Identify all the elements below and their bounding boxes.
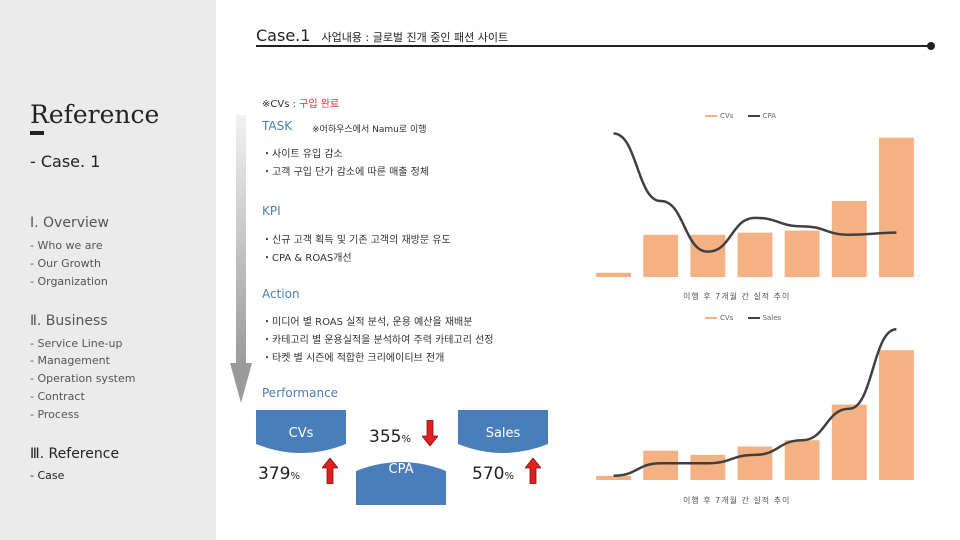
nav-contract[interactable]: - Contract bbox=[30, 390, 85, 403]
chart2-caption: 이행 후 7개월 간 실적 추이 bbox=[683, 496, 791, 505]
chart1-bar bbox=[643, 234, 679, 277]
chart2-bar bbox=[596, 475, 632, 480]
chart1 bbox=[596, 132, 914, 277]
chart2-bar bbox=[831, 404, 867, 480]
cpa-value: 355% bbox=[369, 427, 411, 447]
chart2-bar bbox=[690, 454, 726, 480]
header-dot bbox=[927, 42, 935, 50]
nav-reference[interactable]: Ⅲ. Reference bbox=[30, 446, 120, 462]
legend-swatch bbox=[747, 317, 760, 319]
nav-who-we-are[interactable]: - Who we are bbox=[30, 239, 103, 252]
cpa-shape bbox=[356, 462, 446, 505]
cvs-value: 379% bbox=[258, 464, 300, 484]
chart1-bar bbox=[784, 230, 820, 277]
performance-label: Performance bbox=[262, 386, 339, 400]
cvs-label: CVs bbox=[288, 426, 314, 441]
kpi-item-2: ・CPA & ROAS개선 bbox=[262, 253, 352, 264]
action-item-2: ・카테고리 별 운용실적을 분석하여 주력 카테고리 선정 bbox=[262, 335, 494, 346]
action-label: Action bbox=[262, 287, 300, 301]
action-item-1: ・미디어 별 ROAS 실적 분석, 운용 예산을 재배분 bbox=[262, 317, 473, 328]
legend-swatch bbox=[705, 115, 717, 117]
sidebar-subtitle: - Case. 1 bbox=[30, 152, 101, 171]
chart1-bar bbox=[737, 232, 773, 277]
task-item-2: ・고객 구입 단가 감소에 따른 매출 정체 bbox=[262, 167, 430, 178]
cvs-note: ※CVs : 구입 완료 bbox=[262, 99, 340, 110]
flow-arrow-icon bbox=[230, 115, 252, 403]
sales-shape bbox=[458, 410, 548, 453]
header-line bbox=[256, 45, 930, 47]
cpa-label: CPA bbox=[388, 462, 414, 477]
task-note: ※어하우스에서 Namu로 이행 bbox=[312, 125, 427, 135]
chart1-legend: CVs CPA bbox=[705, 112, 776, 120]
sales-label: Sales bbox=[485, 426, 521, 441]
page-header: Case.1 사업내용 : 글로벌 진개 중인 패션 사이트 bbox=[256, 26, 508, 45]
arrow-down-icon bbox=[422, 420, 438, 446]
chart1-bar bbox=[831, 201, 867, 277]
nav-organization[interactable]: - Organization bbox=[30, 275, 108, 288]
task-label: TASK bbox=[262, 119, 293, 133]
nav-case[interactable]: - Case bbox=[30, 469, 65, 482]
cvs-shape bbox=[256, 410, 346, 453]
chart2-bar bbox=[878, 350, 914, 480]
case-title: Case.1 bbox=[256, 26, 311, 45]
sidebar bbox=[0, 0, 216, 540]
chart2-line bbox=[613, 327, 897, 478]
nav-process[interactable]: - Process bbox=[30, 408, 80, 421]
chart1-bar bbox=[690, 234, 726, 277]
nav-business[interactable]: Ⅱ. Business bbox=[30, 313, 108, 329]
arrow-up-icon bbox=[322, 458, 338, 484]
task-item-1: ・사이트 유입 감소 bbox=[262, 149, 343, 160]
chart1-caption: 이행 후 7개월 간 실적 추이 bbox=[683, 292, 791, 301]
kpi-item-1: ・신규 고객 획득 및 기존 고객의 재방문 유도 bbox=[262, 235, 451, 246]
nav-service-line-up[interactable]: - Service Line-up bbox=[30, 337, 123, 350]
nav-operation-system[interactable]: - Operation system bbox=[30, 372, 136, 385]
nav-management[interactable]: - Management bbox=[30, 354, 110, 367]
sales-value: 570% bbox=[472, 464, 514, 484]
chart1-line bbox=[613, 132, 897, 253]
chart2-legend: CVs Sales bbox=[705, 314, 781, 322]
legend-swatch bbox=[705, 317, 717, 319]
legend-swatch bbox=[747, 115, 760, 117]
chart1-bar bbox=[878, 137, 914, 277]
nav-overview[interactable]: Ⅰ. Overview bbox=[30, 215, 109, 231]
action-item-3: ・타켓 별 시즌에 적합한 크리에이티브 전개 bbox=[262, 353, 445, 364]
nav-our-growth[interactable]: - Our Growth bbox=[30, 257, 101, 270]
chart1-bar bbox=[596, 272, 632, 277]
case-description: 사업내용 : 글로벌 진개 중인 패션 사이트 bbox=[321, 31, 509, 44]
sidebar-title: Reference bbox=[30, 100, 160, 129]
kpi-label: KPI bbox=[262, 204, 281, 218]
chart2-bar bbox=[737, 446, 773, 480]
arrow-up-icon bbox=[525, 458, 541, 484]
title-underline bbox=[30, 131, 44, 135]
chart2 bbox=[596, 327, 914, 480]
chart2-bar bbox=[784, 440, 820, 480]
